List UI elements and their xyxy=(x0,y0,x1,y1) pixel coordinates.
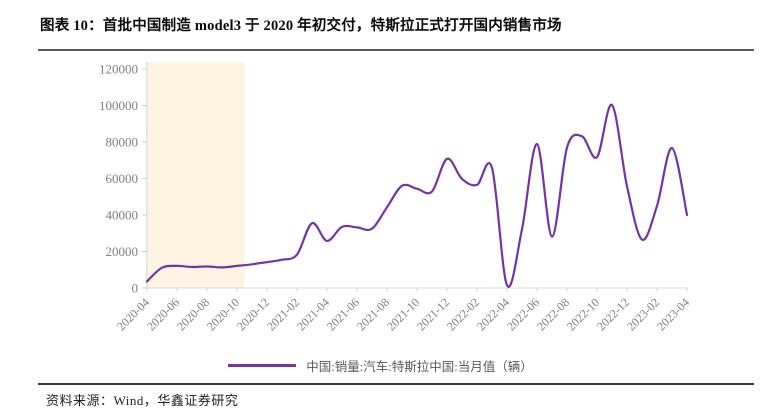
title-divider-rule xyxy=(38,49,754,51)
x-axis-tick-label: 2020-08 xyxy=(174,295,212,333)
x-axis-tick-label: 2022-02 xyxy=(444,295,482,333)
x-axis-tick-label: 2023-02 xyxy=(624,295,662,333)
tesla-china-monthly-sales-line-chart: 0 20000 40000 60000 80000 100000 120000 2020-04… xyxy=(99,62,692,334)
y-axis-tick-label: 20000 xyxy=(106,244,139,259)
x-axis-tick-label: 2020-04 xyxy=(114,295,152,333)
sales-series-line xyxy=(145,103,689,288)
x-axis-tick-label: 2022-04 xyxy=(474,295,512,333)
x-axis-tick-label: 2021-08 xyxy=(354,295,392,333)
x-axis-tick-label: 2021-12 xyxy=(414,295,452,333)
x-axis-tick-label: 2021-02 xyxy=(264,295,302,333)
legend-line-swatch xyxy=(228,363,297,367)
source-note: 资料来源：Wind，华鑫证券研究 xyxy=(46,393,239,408)
figure-title: 图表 10：首批中国制造 model3 于 2020 年初交付，特斯拉正式打开国… xyxy=(40,18,562,34)
y-axis-tick-label: 120000 xyxy=(99,62,138,77)
x-axis-tick-label: 2021-04 xyxy=(294,295,332,333)
footer-divider-rule xyxy=(38,383,754,385)
highlight-region xyxy=(146,62,245,288)
x-axis-tick-label: 2021-06 xyxy=(324,295,362,333)
x-axis-tick-label: 2022-08 xyxy=(534,295,572,333)
x-axis-tick-label: 2023-04 xyxy=(654,295,692,333)
y-axis-tick-label: 80000 xyxy=(106,135,139,150)
x-axis-tick-label: 2022-06 xyxy=(504,295,542,333)
y-axis-tick-label: 0 xyxy=(132,281,139,296)
y-axis-tick-label: 100000 xyxy=(99,98,138,113)
x-axis-tick-label: 2020-12 xyxy=(234,295,272,333)
x-axis-tick-label: 2020-10 xyxy=(204,295,242,333)
chart-legend: 中国:销量:汽车:特斯拉中国:当月值（辆） xyxy=(0,356,761,374)
x-axis-tick-label: 2022-12 xyxy=(594,295,632,333)
x-axis-tick-label: 2021-10 xyxy=(384,295,422,333)
x-axis-tick-label: 2020-06 xyxy=(144,295,182,333)
y-axis-tick-label: 60000 xyxy=(106,171,139,186)
x-axis-tick-label: 2022-10 xyxy=(564,295,602,333)
legend-label: 中国:销量:汽车:特斯拉中国:当月值（辆） xyxy=(306,359,533,374)
y-axis-tick-label: 40000 xyxy=(106,208,139,223)
